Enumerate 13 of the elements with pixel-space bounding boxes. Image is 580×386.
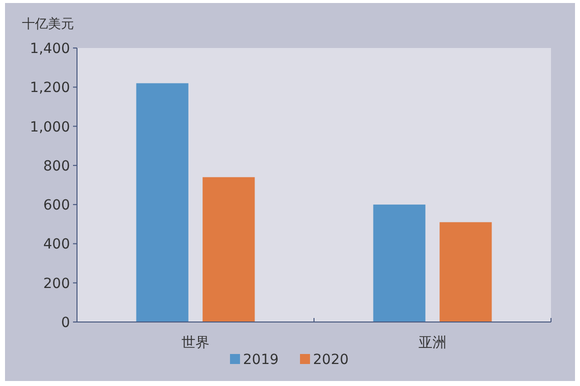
x-tick-label: 世界: [182, 335, 210, 351]
y-tick-label: 200: [43, 276, 70, 292]
y-tick-label: 400: [43, 236, 70, 253]
y-tick-label: 1,400: [30, 41, 70, 57]
legend-label: 2019: [243, 352, 279, 368]
y-tick-label: 600: [43, 198, 70, 214]
x-tick-label: 亚洲: [418, 335, 446, 351]
y-tick-label: 800: [43, 158, 70, 174]
y-tick-label: 1,200: [30, 80, 70, 96]
legend-label: 2020: [313, 352, 349, 368]
y-tick-label: 1,000: [30, 119, 70, 136]
y-tick-label: 0: [61, 315, 70, 331]
y-axis-title: 十亿美元: [22, 16, 74, 32]
